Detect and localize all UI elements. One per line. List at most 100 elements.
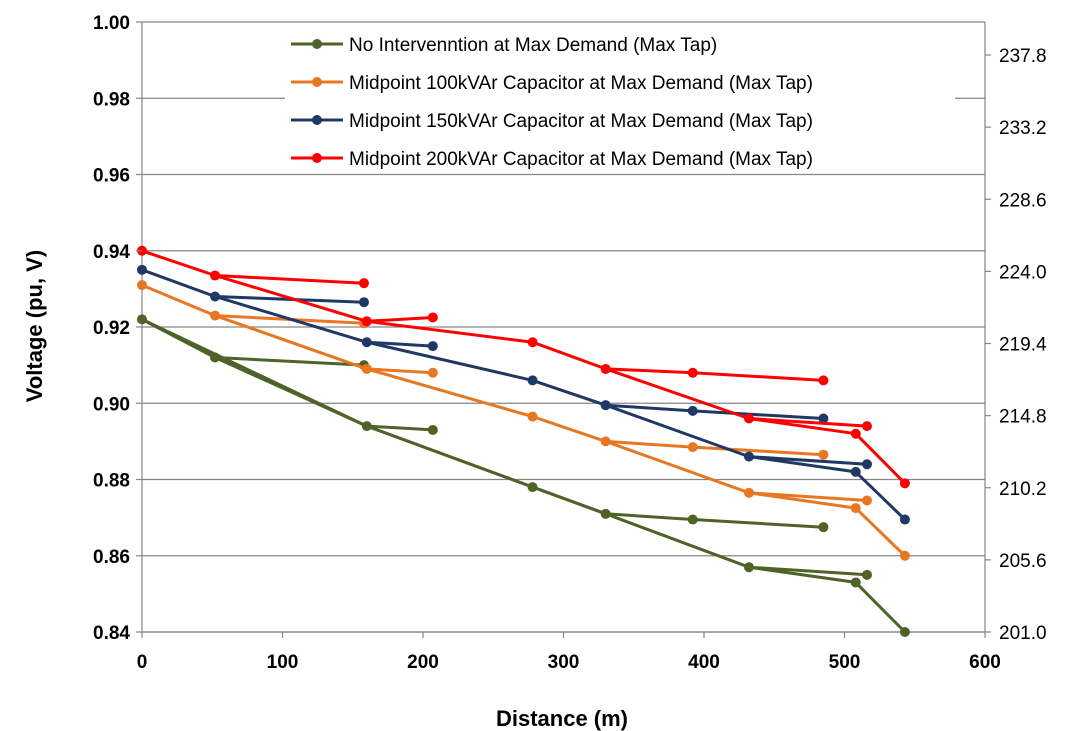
x-tick-label: 500 xyxy=(829,652,861,673)
series-line xyxy=(748,565,868,577)
data-point xyxy=(527,411,538,422)
y-tick-label: 0.92 xyxy=(93,318,130,339)
series-3 xyxy=(137,264,910,525)
legend: No Intervenntion at Max Demand (Max Tap)… xyxy=(285,27,955,172)
series-line xyxy=(366,340,433,348)
y-tick-label: 0.86 xyxy=(93,547,130,568)
data-point xyxy=(861,495,872,506)
data-point xyxy=(361,363,372,374)
legend-label: Midpoint 150kVAr Capacitor at Max Demand… xyxy=(349,111,813,132)
series-line xyxy=(748,417,868,428)
series-line xyxy=(748,491,868,502)
y-tick-label: 0.98 xyxy=(93,89,130,110)
y-tick-label: 1.00 xyxy=(93,13,130,34)
data-point xyxy=(743,413,754,424)
data-point xyxy=(818,449,829,460)
data-point xyxy=(899,550,910,561)
series-line xyxy=(141,249,906,485)
data-point xyxy=(899,627,910,637)
y-tick-label: 0.96 xyxy=(93,166,130,187)
data-point xyxy=(600,436,611,447)
data-point xyxy=(861,421,872,432)
data-point xyxy=(600,363,611,374)
series-line xyxy=(215,356,365,367)
series-line xyxy=(141,318,906,634)
data-point xyxy=(427,424,438,435)
legend-label: Midpoint 100kVAr Capacitor at Max Demand… xyxy=(349,73,813,94)
data-point xyxy=(600,400,611,411)
data-point xyxy=(527,482,538,493)
series-4 xyxy=(137,245,910,489)
y-axis-title: Voltage (pu, V) xyxy=(22,250,47,402)
series-line xyxy=(366,424,433,432)
data-point xyxy=(899,514,910,525)
y2-tick-label: 224.0 xyxy=(999,262,1047,283)
series-line xyxy=(366,316,433,323)
y2-tick-label: 205.6 xyxy=(999,551,1047,572)
legend-swatch-marker xyxy=(312,39,322,49)
y-tick-label: 0.90 xyxy=(93,394,130,415)
data-point xyxy=(818,375,829,386)
x-tick-label: 600 xyxy=(969,652,1001,673)
data-point xyxy=(899,478,910,489)
data-point xyxy=(358,297,369,308)
series-layer xyxy=(137,245,910,637)
data-point xyxy=(527,375,538,386)
y2-tick-label: 214.8 xyxy=(999,407,1047,428)
y-tick-label: 0.88 xyxy=(93,471,130,492)
series-line xyxy=(141,318,607,516)
data-point xyxy=(361,421,372,432)
data-point xyxy=(210,270,221,281)
data-point xyxy=(210,352,221,363)
x-axis-ticks: 0 100 200 300 400 500 600 xyxy=(137,632,1001,673)
y-tick-label: 0.84 xyxy=(93,623,130,644)
data-point xyxy=(861,569,872,580)
data-point xyxy=(210,291,221,302)
data-point xyxy=(687,405,698,416)
series-line xyxy=(141,268,906,521)
data-point xyxy=(687,442,698,453)
series-1 xyxy=(137,314,910,637)
data-point xyxy=(358,278,369,289)
series-line xyxy=(366,367,433,375)
legend-background xyxy=(285,27,955,172)
x-axis-title: Distance (m) xyxy=(496,706,628,731)
data-point xyxy=(850,503,861,514)
data-point xyxy=(361,316,372,327)
y2-tick-label: 233.2 xyxy=(999,118,1047,139)
data-point xyxy=(743,487,754,498)
data-point xyxy=(361,337,372,348)
series-line xyxy=(215,274,365,285)
y2-tick-label: 219.4 xyxy=(999,335,1047,356)
data-point xyxy=(137,314,147,325)
y2-tick-label: 201.0 xyxy=(999,623,1047,644)
data-point xyxy=(137,264,147,275)
data-point xyxy=(743,562,754,573)
x-tick-label: 100 xyxy=(267,652,299,673)
legend-swatch-marker xyxy=(312,153,322,163)
data-point xyxy=(850,428,861,439)
data-point xyxy=(743,451,754,462)
data-point xyxy=(427,341,438,352)
data-point xyxy=(850,466,861,477)
x-tick-label: 0 xyxy=(137,652,148,673)
y2-tick-label: 228.6 xyxy=(999,190,1047,211)
legend-swatch-marker xyxy=(312,115,322,125)
data-point xyxy=(210,310,221,321)
data-point xyxy=(687,367,698,378)
data-point xyxy=(818,413,829,424)
data-point xyxy=(850,577,861,588)
legend-label: No Intervenntion at Max Demand (Max Tap) xyxy=(349,35,717,56)
data-point xyxy=(527,337,538,348)
data-point xyxy=(427,312,438,323)
data-point xyxy=(427,367,438,378)
series-line xyxy=(141,283,906,557)
legend-label: Midpoint 200kVAr Capacitor at Max Demand… xyxy=(349,149,813,170)
y2-tick-label: 210.2 xyxy=(999,479,1047,500)
data-point xyxy=(137,280,147,291)
data-point xyxy=(600,508,611,519)
legend-swatch-marker xyxy=(312,77,322,87)
x-tick-label: 400 xyxy=(688,652,720,673)
data-point xyxy=(861,459,872,470)
